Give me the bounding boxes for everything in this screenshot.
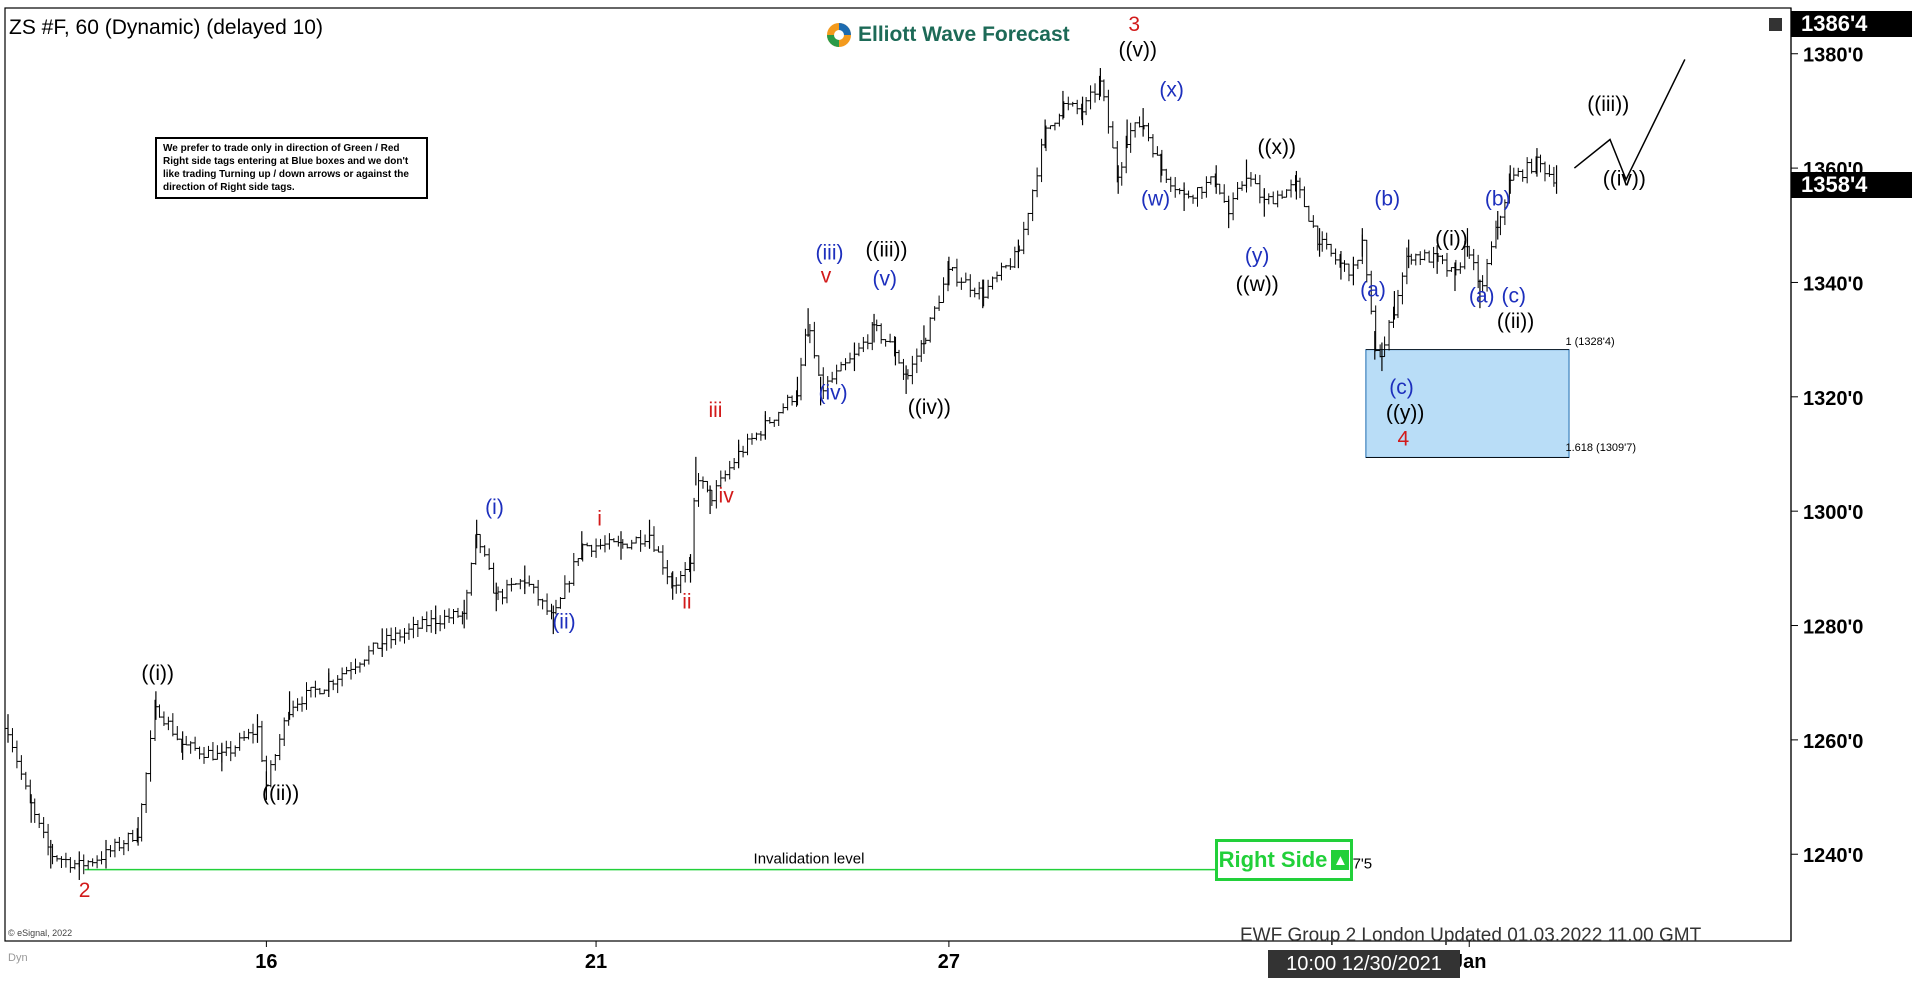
wave-label: ((x)) [1258,136,1296,159]
invalidation-label: Invalidation level [754,851,865,868]
right-side-label: Right Side [1218,847,1328,872]
wave-label: (v) [872,267,897,290]
wave-label: 4 [1397,427,1409,450]
x-ticks: 16 21 27 Jan [255,941,1486,973]
y-tick-label: 1300'0 [1803,502,1863,524]
wave-label: iv [719,485,735,508]
wave-label: i [597,507,602,530]
x-tick-label: 16 [255,951,277,973]
wave-label: (b) [1374,187,1400,210]
wave-label: ((i)) [141,662,174,685]
wave-label: (iii) [816,242,844,265]
wave-label: ((iii)) [866,239,908,262]
y-tick-label: 1320'0 [1803,388,1863,410]
copyright: © eSignal, 2022 [8,928,73,938]
wave-label: ((ii)) [262,782,299,805]
price-bars [5,68,1558,880]
wave-label: 3 [1128,13,1140,36]
window-icon[interactable] [1769,18,1782,31]
y-ticks: 1240'01260'01280'01300'01320'01340'01360… [1791,45,1863,867]
wave-label: ((ii)) [1497,310,1534,333]
wave-label: (w) [1141,187,1170,210]
wave-label: (y) [1245,244,1270,267]
projection-path [1573,59,1686,182]
x-tick-label: Jan [1452,951,1486,973]
y-tick-label: 1380'0 [1803,45,1863,67]
x-tick-label: 27 [938,951,960,973]
wave-label: (c) [1502,284,1527,307]
y-tick-label: 1280'0 [1803,617,1863,639]
wave-label: ((i)) [1435,227,1468,250]
fib-label-1: 1 (1328'4) [1565,336,1614,348]
ewf-logo-icon [827,23,851,47]
fib-label-1618: 1.618 (1309'7) [1565,442,1636,454]
updated-footer: EWF Group 2 London Updated 01.03.2022 11… [1240,925,1702,946]
wave-label: ((iv)) [1603,167,1646,190]
price-tag-current: 1358'4 [1791,172,1912,198]
trading-note: We prefer to trade only in direction of … [155,137,428,199]
wave-label: (i) [485,496,504,519]
cursor-date: 10:00 12/30/2021 [1268,950,1460,978]
logo-text: Elliott Wave Forecast [858,23,1070,46]
blue-box [1365,349,1570,458]
logo: Elliott Wave Forecast [826,22,1070,48]
right-side-tag: Right Side ▲ [1215,839,1353,881]
wave-label: ii [682,590,691,613]
wave-label: (b) [1485,187,1511,210]
price-tag-top: 1386'4 [1791,11,1912,37]
wave-label: ((v)) [1119,39,1157,62]
arrow-up-icon: ▲ [1331,850,1350,870]
wave-label: (ii) [552,610,575,633]
wave-labels: 2((i))((ii))(i)(ii)iiiiiiiv(iii)v(iv)((i… [79,13,1646,902]
wave-label: ((y)) [1386,402,1424,425]
y-tick-label: 1260'0 [1803,731,1863,753]
wave-label: (a) [1469,284,1495,307]
y-tick-label: 1240'0 [1803,845,1863,867]
wave-label: 2 [79,879,91,902]
wave-label: ((w)) [1236,273,1279,296]
y-tick-label: 1340'0 [1803,273,1863,295]
wave-label: (x) [1159,79,1184,102]
wave-label: ((iii)) [1587,93,1629,116]
wave-label: (a) [1360,279,1386,302]
dyn-label: Dyn [8,952,28,964]
x-tick-label: 21 [585,951,607,973]
wave-label: (c) [1389,376,1414,399]
wave-label: ((iv)) [908,396,951,419]
chart-title: ZS #F, 60 (Dynamic) (delayed 10) [9,16,323,39]
wave-label: (iv) [818,382,847,405]
wave-label: iii [708,399,722,422]
wave-label: v [821,264,832,287]
